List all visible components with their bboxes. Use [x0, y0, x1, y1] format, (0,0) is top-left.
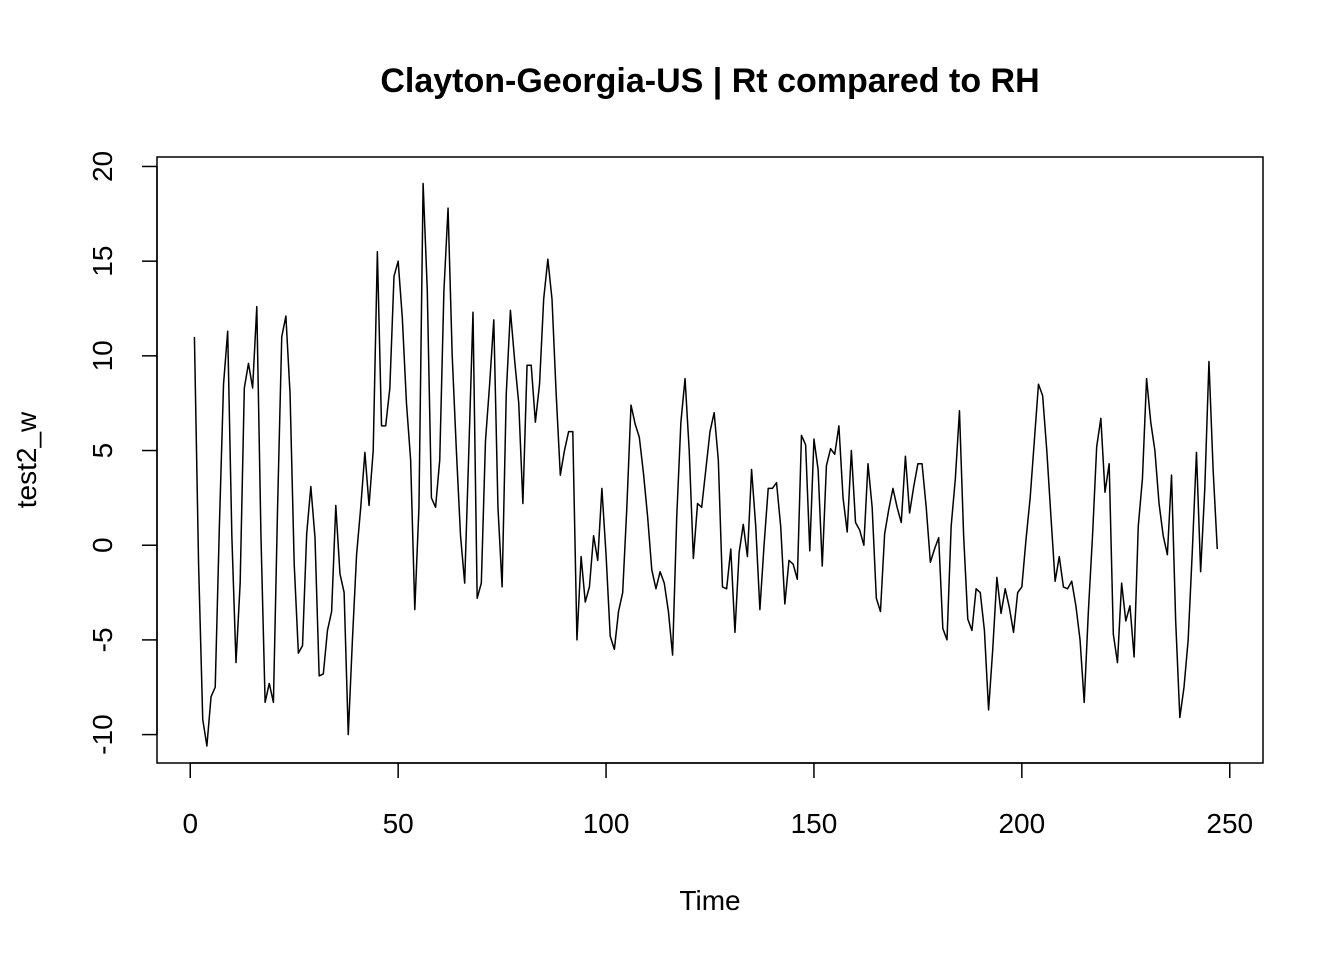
y-axis: -10 -5 0 5 10 15 20: [87, 151, 158, 755]
y-tick-label: 10: [87, 340, 118, 371]
x-tick-label: 150: [791, 808, 838, 839]
y-tick-label: 15: [87, 246, 118, 277]
x-tick-label: 250: [1206, 808, 1253, 839]
chart-title: Clayton-Georgia-US | Rt compared to RH: [380, 62, 1039, 100]
x-tick-label: 50: [383, 808, 414, 839]
y-tick-label: -10: [87, 714, 118, 754]
x-tick-label: 100: [583, 808, 630, 839]
y-tick-label: -5: [87, 627, 118, 652]
x-axis-label: Time: [679, 885, 740, 916]
y-axis-label: test2_w: [11, 411, 42, 508]
y-tick-label: 20: [87, 151, 118, 182]
y-tick-label: 5: [87, 443, 118, 459]
x-axis: 0 50 100 150 200 250: [182, 762, 1253, 839]
x-tick-label: 200: [998, 808, 1045, 839]
series-line: [193, 182, 1219, 747]
y-tick-label: 0: [87, 537, 118, 553]
x-tick-label: 0: [182, 808, 198, 839]
